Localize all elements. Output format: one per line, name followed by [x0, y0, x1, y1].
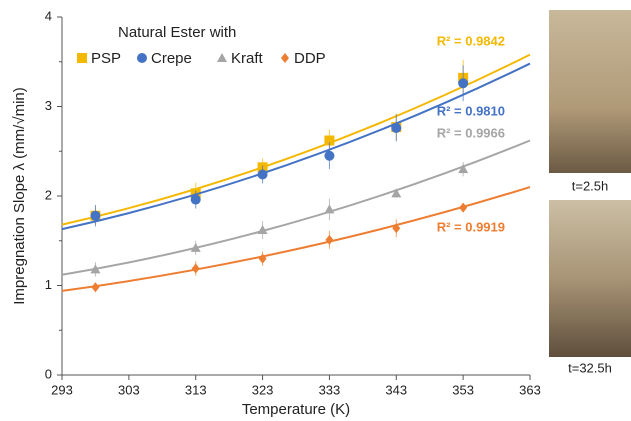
marker [90, 210, 101, 221]
x-tick-label: 303 [118, 382, 140, 397]
marker [191, 263, 200, 274]
marker [391, 188, 402, 198]
marker [391, 122, 402, 133]
legend-label: Kraft [231, 50, 264, 67]
marker [257, 225, 268, 235]
marker [257, 169, 268, 180]
marker [91, 282, 100, 293]
y-tick-label: 3 [45, 98, 52, 113]
marker [325, 234, 334, 245]
legend-title: Natural Ester with [118, 24, 236, 41]
x-tick-label: 293 [51, 382, 73, 397]
photo [549, 10, 631, 173]
y-tick-label: 1 [45, 277, 52, 292]
marker [458, 164, 469, 174]
y-tick-label: 0 [45, 366, 52, 381]
marker [281, 53, 289, 63]
photo-caption: t=32.5h [568, 360, 612, 375]
marker [458, 78, 469, 89]
x-tick-label: 353 [452, 382, 474, 397]
marker [90, 264, 101, 274]
x-tick-label: 343 [385, 382, 407, 397]
marker [190, 194, 201, 205]
marker [217, 53, 227, 62]
x-tick-label: 363 [519, 382, 541, 397]
marker [258, 253, 267, 264]
x-tick-label: 313 [185, 382, 207, 397]
y-tick-label: 4 [45, 8, 52, 23]
r2-label: R² = 0.9810 [437, 103, 505, 118]
marker [324, 135, 335, 146]
x-tick-label: 323 [252, 382, 274, 397]
photo-caption: t=2.5h [572, 178, 609, 193]
marker [324, 204, 335, 214]
legend-label: PSP [91, 50, 121, 67]
y-tick-label: 2 [45, 187, 52, 202]
r2-label: R² = 0.9966 [437, 125, 505, 140]
photo [549, 200, 631, 357]
marker [137, 53, 147, 63]
fit-curve [61, 62, 531, 231]
legend-label: Crepe [151, 50, 192, 67]
marker [77, 53, 87, 63]
r2-label: R² = 0.9842 [437, 33, 505, 48]
x-axis-title: Temperature (K) [242, 401, 350, 418]
marker [392, 223, 401, 234]
marker [190, 242, 201, 252]
r2-label: R² = 0.9919 [437, 219, 505, 234]
legend-label: DDP [294, 50, 326, 67]
marker [459, 202, 468, 213]
x-tick-label: 333 [319, 382, 341, 397]
fit-curve [61, 186, 531, 292]
marker [324, 150, 335, 161]
fit-curve [61, 139, 531, 276]
y-axis-title: Impregnation Slope λ (mm/√min) [11, 87, 28, 304]
